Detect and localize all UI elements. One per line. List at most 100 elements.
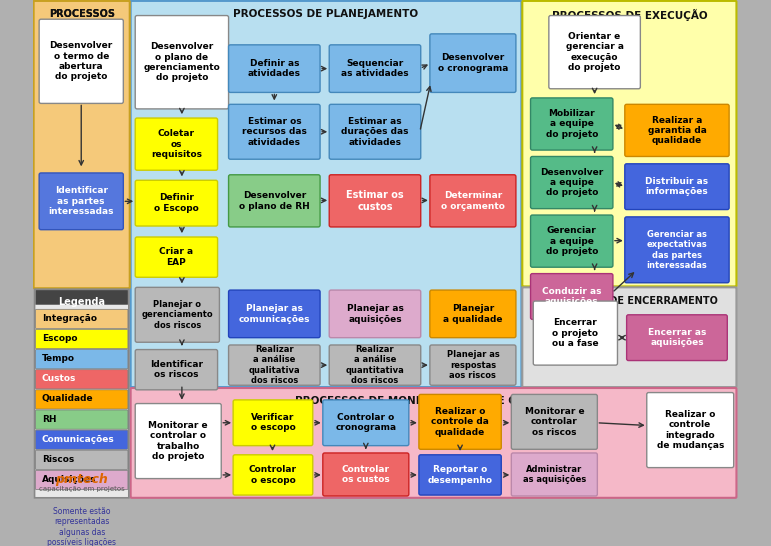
Text: Desenvolver
o cronograma: Desenvolver o cronograma: [438, 54, 508, 73]
Text: Definir
o Escopo: Definir o Escopo: [154, 193, 199, 213]
FancyBboxPatch shape: [228, 175, 320, 227]
Text: Criar a
EAP: Criar a EAP: [160, 247, 194, 267]
FancyBboxPatch shape: [35, 450, 128, 470]
FancyBboxPatch shape: [530, 157, 613, 209]
Text: Gerenciar as
expectativas
das partes
interessadas: Gerenciar as expectativas das partes int…: [647, 230, 707, 270]
Text: PROCESSOS DE MONITORAMENTO E CONTROLE: PROCESSOS DE MONITORAMENTO E CONTROLE: [295, 396, 571, 406]
FancyBboxPatch shape: [34, 1, 130, 288]
FancyBboxPatch shape: [135, 180, 217, 226]
FancyBboxPatch shape: [625, 104, 729, 157]
FancyBboxPatch shape: [419, 455, 501, 495]
Text: Controlar
o escopo: Controlar o escopo: [249, 465, 297, 485]
Text: Desenvolver
o plano de RH: Desenvolver o plano de RH: [239, 191, 310, 211]
FancyBboxPatch shape: [329, 290, 421, 337]
Text: Encerrar
o projeto
ou a fase: Encerrar o projeto ou a fase: [552, 318, 599, 348]
Text: Definir as
atividades: Definir as atividades: [247, 59, 301, 78]
FancyBboxPatch shape: [522, 287, 736, 387]
FancyBboxPatch shape: [430, 290, 516, 337]
FancyBboxPatch shape: [534, 301, 618, 365]
FancyBboxPatch shape: [627, 315, 727, 360]
FancyBboxPatch shape: [329, 175, 421, 227]
Text: Controlar
os custos: Controlar os custos: [342, 465, 390, 484]
FancyBboxPatch shape: [511, 394, 598, 449]
Text: Tempo: Tempo: [42, 354, 75, 363]
FancyBboxPatch shape: [329, 345, 421, 385]
Text: Identificar
as partes
interessadas: Identificar as partes interessadas: [49, 186, 114, 216]
Text: Planejar as
aquisições: Planejar as aquisições: [346, 304, 403, 324]
FancyBboxPatch shape: [130, 388, 736, 498]
FancyBboxPatch shape: [35, 349, 128, 369]
FancyBboxPatch shape: [135, 237, 217, 277]
Text: Planejar o
gerenciamento
dos riscos: Planejar o gerenciamento dos riscos: [142, 300, 213, 330]
Text: pmtech: pmtech: [56, 473, 108, 486]
Text: Gerenciar
a equipe
do projeto: Gerenciar a equipe do projeto: [546, 226, 598, 256]
Text: PROCESSOS DE ENCERRAMENTO: PROCESSOS DE ENCERRAMENTO: [540, 295, 719, 306]
Text: Identificar
os riscos: Identificar os riscos: [150, 360, 203, 379]
FancyBboxPatch shape: [233, 400, 313, 446]
Text: PROCESSOS
DE INICIAÇÃO: PROCESSOS DE INICIAÇÃO: [45, 9, 119, 33]
FancyBboxPatch shape: [35, 430, 128, 449]
Text: Integração: Integração: [42, 314, 97, 323]
Text: Legenda: Legenda: [58, 297, 105, 307]
Text: Comunicações: Comunicações: [42, 435, 115, 444]
Text: Controlar o
cronograma: Controlar o cronograma: [335, 413, 396, 432]
Text: Encerrar as
aquisições: Encerrar as aquisições: [648, 328, 706, 347]
Text: Realizar o
controle
integrado
de mudanças: Realizar o controle integrado de mudança…: [657, 410, 724, 450]
Text: Conduzir as
aquisições: Conduzir as aquisições: [542, 287, 601, 306]
FancyBboxPatch shape: [130, 1, 521, 387]
FancyBboxPatch shape: [35, 390, 128, 409]
Text: Qualidade: Qualidade: [42, 394, 93, 403]
Text: Realizar o
controle da
qualidade: Realizar o controle da qualidade: [431, 407, 489, 437]
FancyBboxPatch shape: [647, 393, 734, 467]
FancyBboxPatch shape: [530, 215, 613, 267]
FancyBboxPatch shape: [530, 274, 613, 319]
Text: Desenvolver
o termo de
abertura
do projeto: Desenvolver o termo de abertura do proje…: [49, 41, 113, 81]
FancyBboxPatch shape: [549, 15, 641, 89]
Text: Planejar as
respostas
aos riscos: Planejar as respostas aos riscos: [446, 350, 500, 380]
FancyBboxPatch shape: [430, 345, 516, 385]
FancyBboxPatch shape: [35, 370, 128, 389]
Text: Planejar
a qualidade: Planejar a qualidade: [443, 304, 503, 324]
FancyBboxPatch shape: [530, 98, 613, 150]
FancyBboxPatch shape: [228, 45, 320, 92]
FancyBboxPatch shape: [323, 453, 409, 496]
Text: Monitorar e
controlar
os riscos: Monitorar e controlar os riscos: [524, 407, 584, 437]
FancyBboxPatch shape: [35, 290, 128, 305]
FancyBboxPatch shape: [35, 329, 128, 349]
Text: Estimar os
recursos das
atividades: Estimar os recursos das atividades: [242, 117, 307, 147]
Text: Mobilizar
a equipe
do projeto: Mobilizar a equipe do projeto: [546, 109, 598, 139]
Text: Realizar a
garantia da
qualidade: Realizar a garantia da qualidade: [648, 116, 706, 145]
Text: Coletar
os
requisitos: Coletar os requisitos: [151, 129, 202, 159]
FancyBboxPatch shape: [511, 453, 598, 496]
FancyBboxPatch shape: [35, 410, 128, 429]
Text: PROCESSOS
DE INICIAÇÃO: PROCESSOS DE INICIAÇÃO: [45, 9, 119, 33]
Text: Orientar e
gerenciar a
execução
do projeto: Orientar e gerenciar a execução do proje…: [566, 32, 624, 72]
Text: Riscos: Riscos: [42, 455, 74, 464]
FancyBboxPatch shape: [430, 34, 516, 92]
FancyBboxPatch shape: [135, 403, 221, 479]
FancyBboxPatch shape: [135, 287, 220, 342]
FancyBboxPatch shape: [228, 345, 320, 385]
FancyBboxPatch shape: [39, 173, 123, 230]
Text: Desenvolver
a equipe
do projeto: Desenvolver a equipe do projeto: [540, 168, 604, 198]
Text: Realizar
a análise
qualitativa
dos riscos: Realizar a análise qualitativa dos risco…: [248, 345, 300, 385]
Text: Planejar as
comunicações: Planejar as comunicações: [238, 304, 310, 324]
Text: Escopo: Escopo: [42, 334, 77, 343]
FancyBboxPatch shape: [135, 15, 228, 109]
Text: Estimar as
durações das
atividades: Estimar as durações das atividades: [342, 117, 409, 147]
FancyBboxPatch shape: [323, 400, 409, 446]
Text: Monitorar e
controlar o
trabalho
do projeto: Monitorar e controlar o trabalho do proj…: [149, 421, 208, 461]
FancyBboxPatch shape: [39, 19, 123, 103]
Text: Distribuir as
informações: Distribuir as informações: [645, 177, 709, 197]
FancyBboxPatch shape: [625, 217, 729, 283]
Text: capacitação em projetos: capacitação em projetos: [39, 485, 125, 491]
FancyBboxPatch shape: [135, 349, 217, 390]
FancyBboxPatch shape: [233, 455, 313, 495]
FancyBboxPatch shape: [625, 164, 729, 210]
Text: RH: RH: [42, 414, 56, 424]
Text: Sequenciar
as atividades: Sequenciar as atividades: [341, 59, 409, 78]
Text: Desenvolver
o plano de
gerenciamento
do projeto: Desenvolver o plano de gerenciamento do …: [143, 42, 221, 82]
FancyBboxPatch shape: [419, 394, 501, 449]
FancyBboxPatch shape: [329, 45, 421, 92]
FancyBboxPatch shape: [35, 309, 128, 329]
